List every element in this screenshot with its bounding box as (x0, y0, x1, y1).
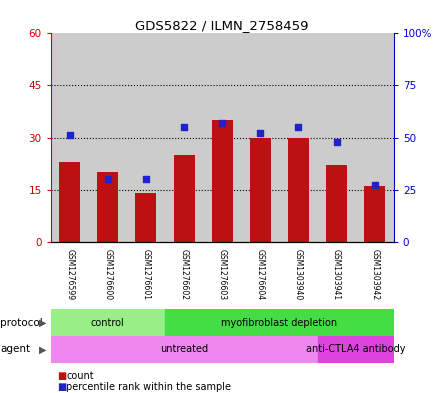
Point (66, 132, 73, 139)
Bar (279, 33, 318, 242)
Text: GSM1303940: GSM1303940 (294, 249, 303, 300)
Text: percentile rank within the sample: percentile rank within the sample (66, 382, 231, 392)
Text: untreated: untreated (160, 344, 208, 354)
Text: GSM1276604: GSM1276604 (256, 249, 265, 300)
Text: GSM1276601: GSM1276601 (141, 249, 150, 300)
Point (180, 124, 187, 130)
Text: GSM1276603: GSM1276603 (218, 249, 227, 300)
Bar (165, 309, 394, 336)
Bar (241, 33, 279, 242)
Text: ■: ■ (57, 382, 66, 392)
Point (333, 139, 340, 145)
Bar (203, 33, 241, 242)
Bar (364, 186, 385, 242)
Bar (127, 33, 165, 242)
Bar (89, 33, 127, 242)
Text: ▶: ▶ (39, 318, 47, 328)
Text: count: count (66, 371, 94, 381)
Bar (288, 138, 309, 242)
Point (295, 124, 302, 130)
Title: GDS5822 / ILMN_2758459: GDS5822 / ILMN_2758459 (136, 19, 309, 32)
Bar (59, 162, 80, 242)
Point (371, 182, 378, 189)
Point (257, 130, 264, 136)
Bar (174, 155, 194, 242)
Bar (356, 33, 394, 242)
Bar (51, 33, 89, 242)
Text: GSM1276602: GSM1276602 (180, 249, 189, 300)
Text: ▶: ▶ (39, 344, 47, 354)
Bar (212, 120, 233, 242)
Bar (51, 309, 165, 336)
Text: GSM1276599: GSM1276599 (65, 249, 74, 300)
Text: agent: agent (0, 344, 30, 354)
Bar (97, 172, 118, 242)
Text: ■: ■ (57, 371, 66, 381)
Bar (51, 336, 318, 363)
Text: control: control (91, 318, 125, 328)
Text: protocol: protocol (0, 318, 43, 328)
Point (143, 176, 150, 182)
Point (219, 120, 226, 126)
Point (104, 176, 111, 182)
Text: GSM1303941: GSM1303941 (332, 249, 341, 300)
Bar (165, 33, 203, 242)
Text: myofibroblast depletion: myofibroblast depletion (221, 318, 337, 328)
Bar (250, 138, 271, 242)
Text: GSM1303942: GSM1303942 (370, 249, 379, 300)
Bar (318, 33, 356, 242)
Text: anti-CTLA4 antibody: anti-CTLA4 antibody (306, 344, 405, 354)
Bar (318, 336, 394, 363)
Text: GSM1276600: GSM1276600 (103, 249, 112, 300)
Bar (326, 165, 347, 242)
Bar (136, 193, 157, 242)
